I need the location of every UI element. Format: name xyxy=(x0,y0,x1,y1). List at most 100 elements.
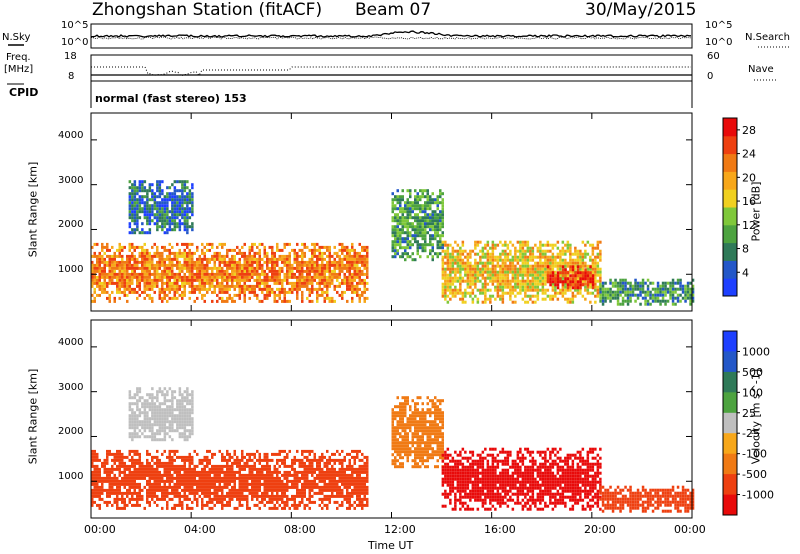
echo-cell xyxy=(271,494,274,498)
echo-cell xyxy=(429,228,432,232)
echo-cell xyxy=(586,264,590,268)
echo-cell xyxy=(323,299,326,303)
echo-cell xyxy=(198,278,201,282)
echo-cell xyxy=(118,287,121,291)
echo-cell xyxy=(176,201,179,205)
echo-cell xyxy=(288,260,291,264)
echo-cell xyxy=(296,281,299,285)
echo-cell xyxy=(549,280,552,284)
echo-cell xyxy=(576,276,580,280)
echo-cell xyxy=(424,219,427,223)
echo-cell xyxy=(464,255,467,259)
echo-cell xyxy=(188,266,191,270)
echo-cell xyxy=(163,269,166,273)
echo-cell xyxy=(301,272,304,276)
echo-cell xyxy=(323,245,326,249)
echo-cell xyxy=(519,264,522,268)
echo-cell xyxy=(481,300,485,304)
echo-cell xyxy=(186,231,189,235)
echo-cell xyxy=(399,246,402,250)
echo-cell xyxy=(271,452,274,456)
echo-cell xyxy=(96,452,99,456)
echo-cell xyxy=(541,279,545,283)
echo-cell xyxy=(614,278,617,282)
echo-cell xyxy=(266,266,269,270)
echo-cell xyxy=(434,225,437,229)
echo-cell xyxy=(168,278,171,282)
echo-cell xyxy=(338,491,341,495)
echo-cell xyxy=(231,473,234,477)
echo-cell xyxy=(461,300,465,304)
echo-cell xyxy=(221,452,224,456)
echo-cell xyxy=(504,276,507,280)
echo-cell xyxy=(666,287,670,291)
echo-cell xyxy=(454,240,457,244)
echo-cell xyxy=(273,296,276,300)
echo-cell xyxy=(541,276,545,280)
echo-cell xyxy=(188,470,191,474)
echo-cell xyxy=(273,278,276,282)
echo-cell xyxy=(211,242,214,246)
echo-cell xyxy=(333,275,336,279)
echo-cell xyxy=(466,252,470,256)
echo-cell xyxy=(579,258,582,262)
echo-cell xyxy=(233,491,236,495)
echo-cell xyxy=(221,260,224,264)
echo-cell xyxy=(576,280,580,284)
echo-cell xyxy=(539,273,542,277)
echo-cell xyxy=(276,275,279,279)
echo-cell xyxy=(278,488,281,492)
echo-cell xyxy=(348,506,351,510)
echo-cell xyxy=(141,263,144,267)
echo-cell xyxy=(206,455,209,459)
echo-cell xyxy=(286,452,289,456)
echo-cell xyxy=(486,252,490,256)
echo-cell xyxy=(353,455,356,459)
echo-cell xyxy=(521,270,525,274)
echo-cell xyxy=(351,464,354,468)
echo-cell xyxy=(626,302,630,306)
echo-cell xyxy=(211,470,214,474)
echo-cell xyxy=(246,497,249,501)
echo-cell xyxy=(251,479,254,483)
echo-cell xyxy=(98,278,101,282)
echo-cell xyxy=(141,467,144,471)
echo-cell xyxy=(208,470,211,474)
echo-cell xyxy=(356,479,359,483)
echo-cell xyxy=(281,278,284,282)
echo-cell xyxy=(348,482,351,486)
echo-cell xyxy=(233,299,236,303)
echo-cell xyxy=(656,293,660,297)
echo-cell xyxy=(291,458,294,462)
echo-cell xyxy=(138,207,142,211)
echo-cell xyxy=(98,293,101,297)
echo-cell xyxy=(186,473,189,477)
echo-cell xyxy=(103,269,106,273)
echo-cell xyxy=(591,252,595,256)
echo-cell xyxy=(128,290,131,294)
echo-cell xyxy=(201,503,204,507)
echo-cell xyxy=(126,293,129,297)
echo-cell xyxy=(323,251,326,255)
echo-cell xyxy=(484,279,487,283)
echo-cell xyxy=(353,479,356,483)
echo-cell xyxy=(186,201,189,205)
echo-cell xyxy=(484,246,487,250)
echo-cell xyxy=(301,473,304,477)
echo-cell xyxy=(218,272,221,276)
echo-cell xyxy=(283,254,286,258)
echo-cell xyxy=(556,246,560,250)
echo-cell xyxy=(243,257,246,261)
echo-cell xyxy=(551,255,555,259)
echo-cell xyxy=(123,470,126,474)
echo-cell xyxy=(574,246,577,250)
echo-cell xyxy=(131,219,134,223)
echo-cell xyxy=(286,299,289,303)
echo-cell xyxy=(143,476,146,480)
echo-cell xyxy=(178,207,182,211)
echo-cell xyxy=(183,216,187,220)
echo-cell xyxy=(201,470,204,474)
echo-cell xyxy=(524,270,527,274)
echo-cell xyxy=(98,284,101,288)
echo-cell xyxy=(414,204,417,208)
